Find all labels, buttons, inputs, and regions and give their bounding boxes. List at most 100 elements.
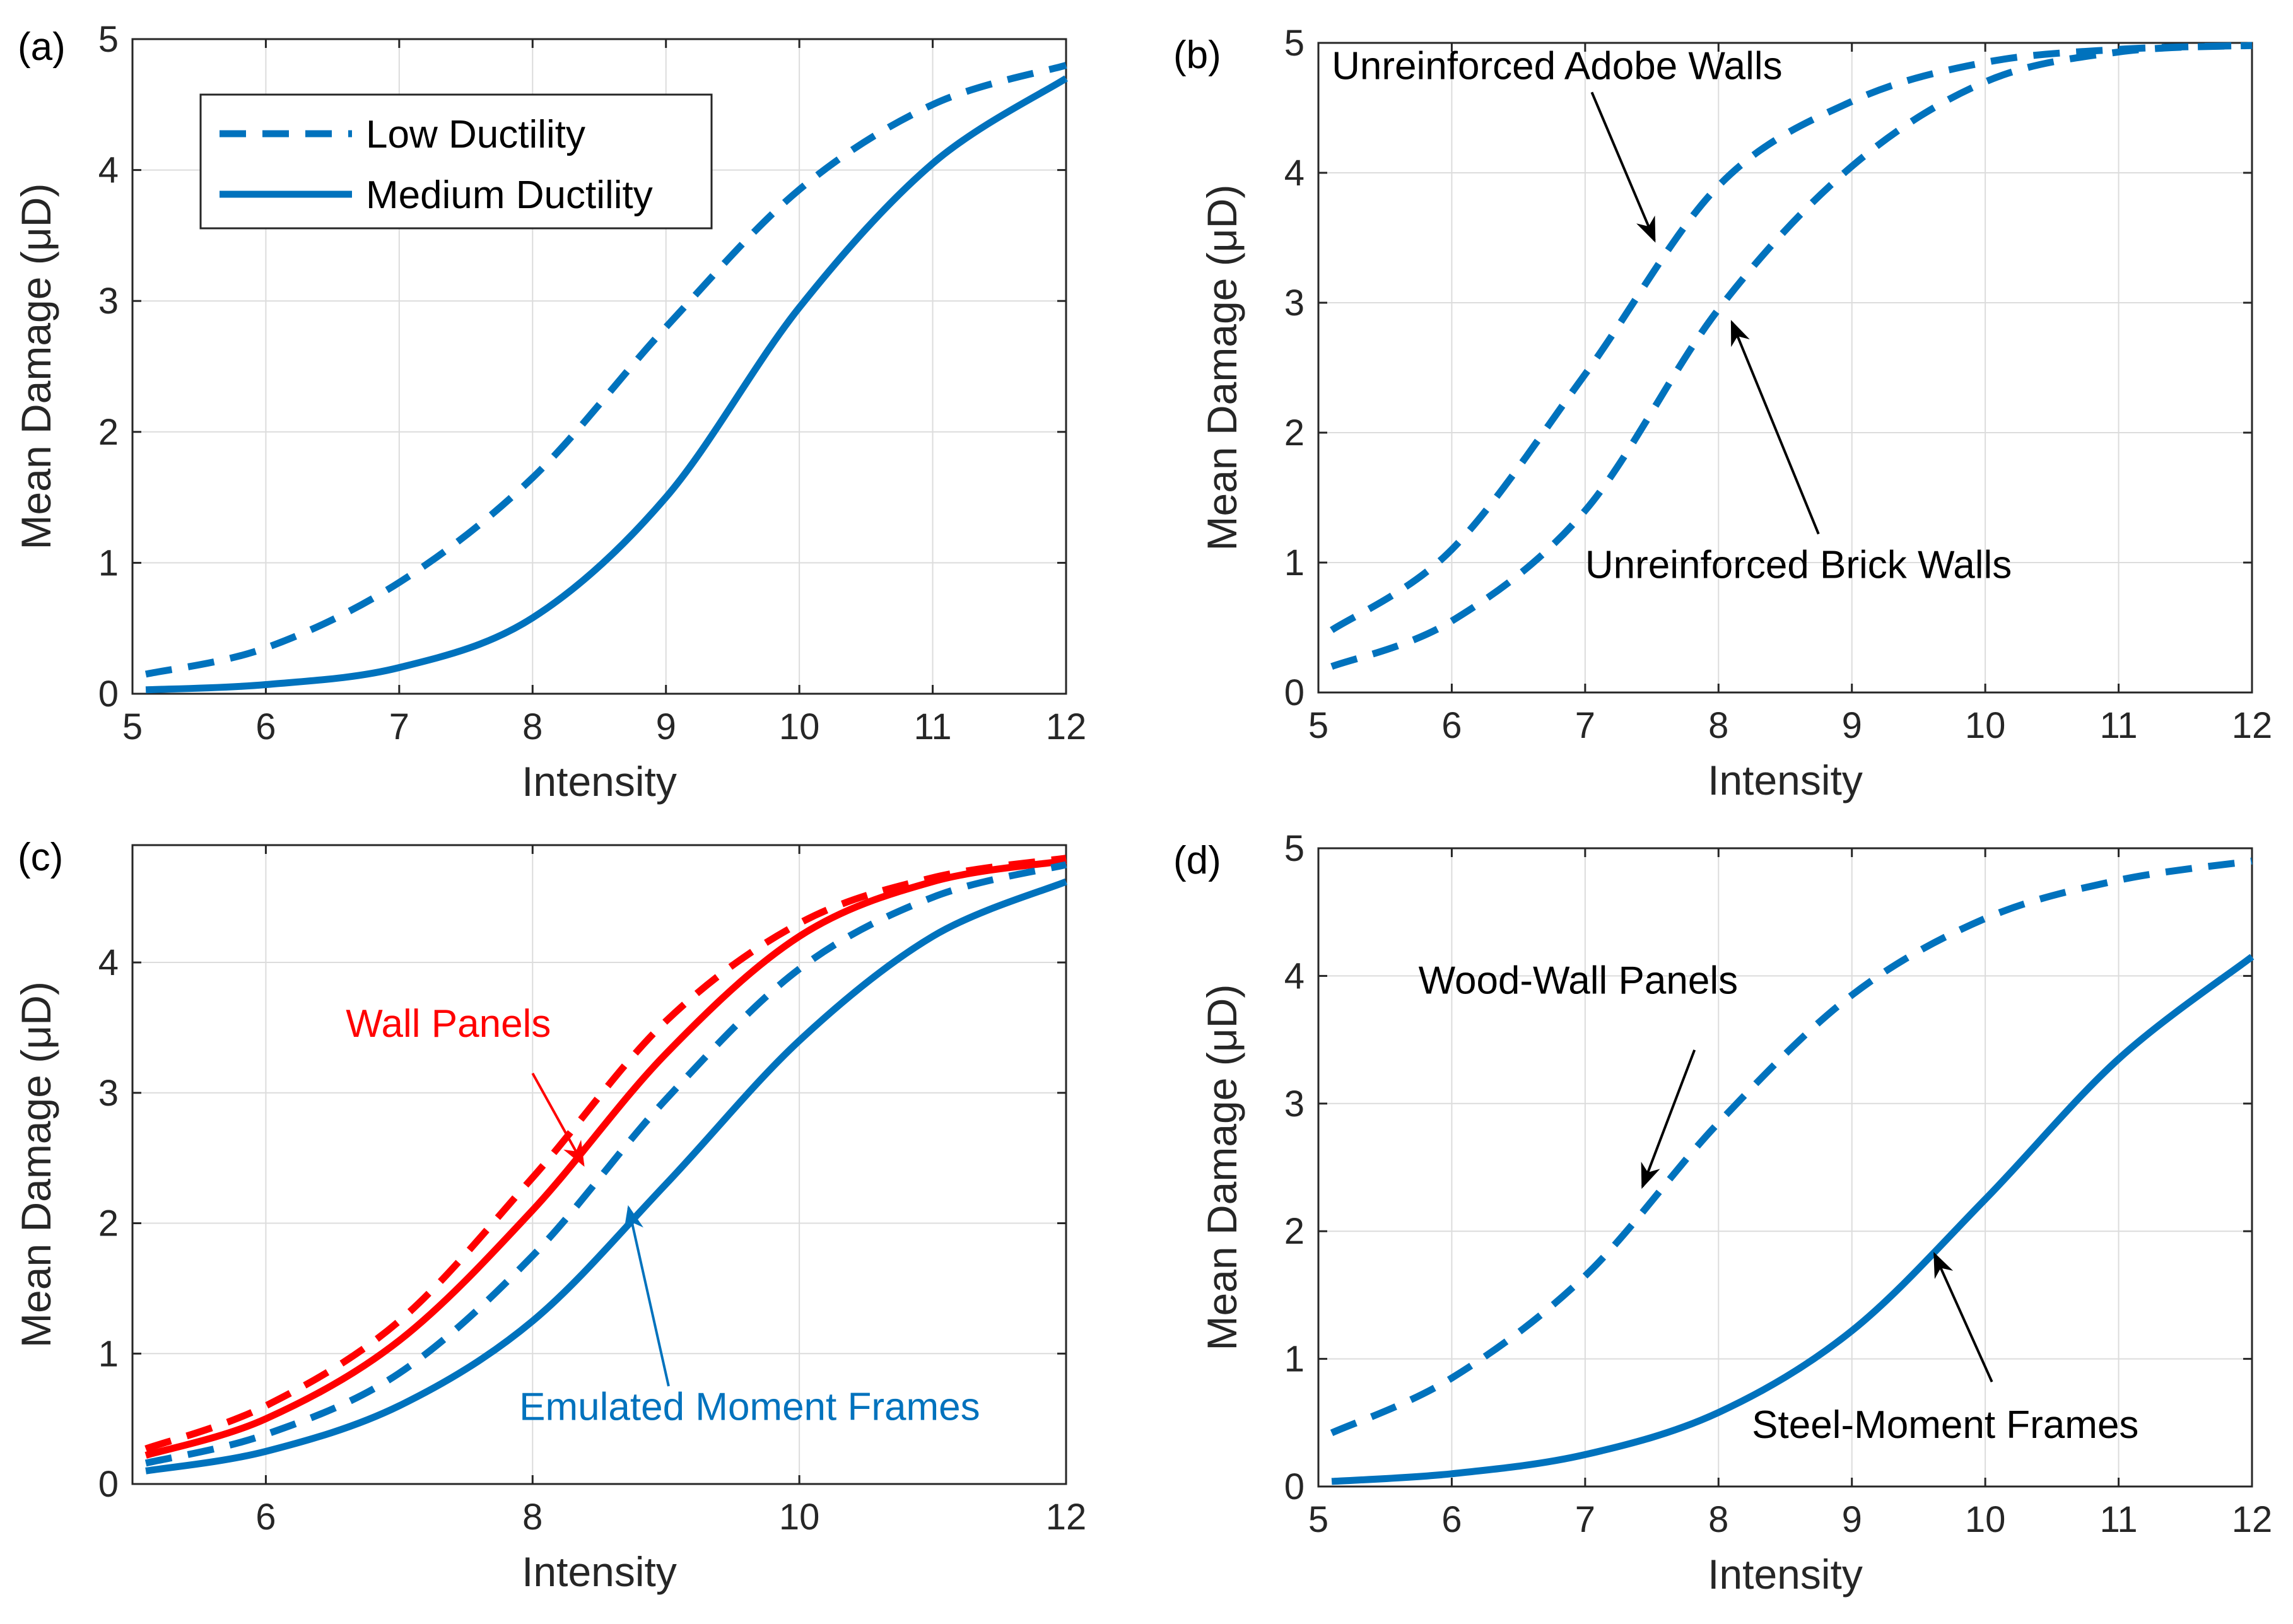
y-tick-label: 5 [1284,23,1305,64]
annotation-arrow [531,1072,585,1167]
panel-label: (d) [1173,839,1221,882]
x-tick-label: 5 [1308,705,1328,746]
series-line-4 [145,878,1068,1475]
axes-box [1317,847,2253,1488]
x-axis-label: Intensity [1708,1551,1863,1598]
series-line-3 [144,861,1067,1467]
y-axis-label: Mean Damage (μD) [1199,984,1245,1351]
annotation-label: Wall Panels [346,1002,551,1046]
x-axis-label: Intensity [522,758,677,805]
x-tick-label: 10 [1965,1499,2006,1540]
x-tick-label: 10 [1965,705,2006,746]
x-tick-label: 12 [2232,1499,2273,1540]
x-tick-label: 9 [1842,1499,1862,1540]
annotation-arrow [1933,1251,1993,1382]
annotation-label: Emulated Moment Frames [519,1386,980,1429]
y-tick-label: 3 [98,281,119,322]
series-line-1 [144,62,1067,678]
annotation-arrow [1590,91,1656,243]
x-axis-label: Intensity [1708,757,1863,803]
y-axis-label: Mean Damage (μD) [1199,185,1245,551]
x-tick-label: 5 [1308,1499,1328,1540]
x-tick-label: 10 [779,706,820,747]
panel-label: (c) [18,836,63,879]
axes-box [131,844,1067,1485]
y-tick-label: 4 [1284,955,1305,996]
x-tick-label: 12 [1046,706,1087,747]
series-line-1 [1330,857,2253,1437]
annotation-arrow [623,1205,670,1387]
y-tick-label: 2 [1284,412,1305,453]
x-tick-label: 5 [122,706,143,747]
x-tick-label: 6 [255,1497,276,1538]
annotation-arrow [1730,320,1820,535]
x-tick-label: 11 [2099,1499,2137,1540]
y-tick-label: 1 [98,1333,119,1374]
y-tick-label: 0 [1284,672,1305,713]
x-tick-label: 7 [1575,1499,1595,1540]
x-tick-label: 11 [2099,705,2137,746]
y-tick-label: 5 [98,19,119,60]
x-tick-label: 10 [779,1497,820,1538]
y-tick-label: 3 [1284,283,1305,324]
annotation-label: Unreinforced Brick Walls [1585,544,2012,587]
x-tick-label: 8 [522,1497,542,1538]
y-tick-label: 0 [1284,1466,1305,1507]
axes-box [131,38,1067,695]
annotation-label: Unreinforced Adobe Walls [1332,45,1783,88]
y-tick-label: 1 [1284,542,1305,583]
y-tick-label: 1 [98,542,119,583]
series-line-2 [1330,42,2253,670]
y-tick-label: 3 [98,1073,119,1114]
y-tick-label: 5 [1284,828,1305,869]
legend: Low Ductility Medium Ductility [199,93,713,230]
x-tick-label: 8 [1708,705,1728,746]
y-axis-label: Mean Damage (μD) [13,184,59,550]
x-tick-label: 11 [913,706,951,747]
y-tick-label: 2 [98,1203,119,1244]
legend-box [199,93,713,230]
y-tick-label: 0 [98,674,119,715]
y-tick-label: 4 [98,942,119,983]
axes-box [1317,42,2253,694]
series-line-1 [1330,42,2253,633]
x-tick-label: 6 [1441,705,1462,746]
x-tick-label: 12 [1046,1497,1087,1538]
y-axis-label: Mean Damage (μD) [13,981,59,1348]
x-tick-label: 7 [389,706,409,747]
x-tick-label: 6 [255,706,276,747]
panel-label: (a) [18,25,66,69]
y-tick-label: 1 [1284,1339,1305,1380]
series-line-2 [1331,954,2255,1485]
y-tick-label: 3 [1284,1084,1305,1125]
y-tick-label: 4 [1284,153,1305,194]
legend-entry: Low Ductility [366,113,585,156]
annotation-label: Wood-Wall Panels [1419,959,1739,1003]
x-tick-label: 8 [1708,1499,1728,1540]
annotation-arrow [1641,1049,1696,1189]
x-tick-label: 8 [522,706,542,747]
y-tick-label: 2 [1284,1211,1305,1252]
annotation-label: Steel-Moment Frames [1752,1403,2138,1447]
series-line-1 [144,855,1067,1452]
y-tick-label: 4 [98,150,119,191]
x-tick-label: 7 [1575,705,1595,746]
x-tick-label: 9 [656,706,676,747]
x-axis-label: Intensity [522,1548,677,1595]
panel-label: (b) [1173,33,1221,77]
x-tick-label: 6 [1441,1499,1462,1540]
x-tick-label: 9 [1842,705,1862,746]
x-tick-label: 12 [2232,705,2273,746]
plot-area [1318,848,2252,1487]
series-line-2 [145,75,1068,694]
y-tick-label: 0 [98,1464,119,1505]
legend-entry: Medium Ductility [366,173,653,217]
plot-area [1318,43,2252,692]
series-line-2 [144,857,1067,1459]
y-tick-label: 2 [98,412,119,453]
